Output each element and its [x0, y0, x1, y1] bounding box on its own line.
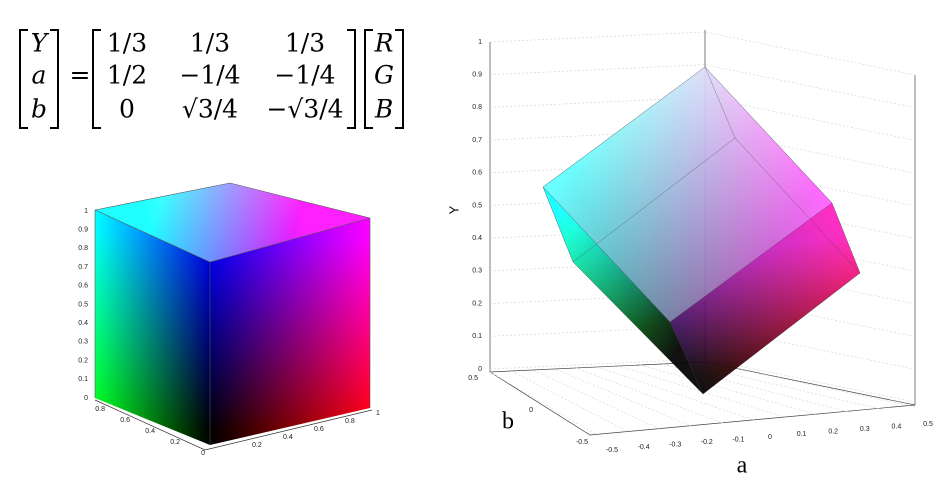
z-tick-label: 1 — [84, 208, 88, 215]
y-tick-label: 0.6 — [472, 170, 482, 177]
x-tick-label: 0.4 — [145, 428, 155, 435]
a-tick-label: 0 — [768, 434, 772, 441]
left-ticks: 0 0.1 0.2 0.3 0.4 0.5 0.6 0.7 0.8 0.9 1 0 0.2 0.4 0.6 0… — [78, 208, 380, 457]
x-tick-label: 0 — [201, 450, 205, 457]
equals: = — [70, 61, 91, 90]
front-face — [210, 218, 370, 445]
matrix-entry: 0 — [119, 95, 135, 124]
z-tick-label: 0.6 — [78, 283, 88, 290]
a-tick-label: 0.1 — [797, 431, 807, 438]
z-tick-label: 0.2 — [78, 357, 88, 364]
equation-brackets — [19, 29, 404, 129]
y-tick-label: 0.8 — [345, 418, 355, 425]
grid-line — [640, 364, 820, 416]
a-tick-label: 0.2 — [828, 429, 838, 436]
matrix-entry: 1/3 — [285, 29, 325, 58]
b-tick-label: -0.5 — [576, 439, 588, 446]
grid-line — [661, 363, 852, 413]
lhs-symbol: a — [32, 61, 47, 90]
y-tick-label: 0.2 — [252, 442, 262, 449]
y-tick-label: 0.5 — [472, 202, 482, 209]
z-tick-label: 0.9 — [78, 227, 88, 234]
y-axis-label: Y — [446, 205, 461, 214]
grid-line — [554, 368, 692, 427]
matrix-entry: 1/3 — [190, 29, 230, 58]
b-tick-label: 0.5 — [468, 375, 478, 382]
z-tick-label: 0.7 — [78, 264, 88, 271]
lhs-symbol: Y — [31, 29, 50, 58]
matrix-entry: 1/2 — [107, 61, 147, 90]
a-tick-label: -0.5 — [606, 447, 618, 454]
grid-line — [489, 371, 596, 435]
a-tick-label: -0.4 — [638, 444, 650, 451]
grid-line — [532, 369, 660, 429]
z-tick-label: 0.3 — [78, 339, 88, 346]
z-tick-label: 0 — [84, 395, 88, 402]
right-ticks: 00.10.20.30.40.50.60.70.80.910.50-0.5-0.… — [468, 39, 933, 454]
b-tick-label: 0 — [529, 407, 533, 414]
matrix-entry: 1/3 — [107, 29, 147, 58]
y-tick-label: 0.8 — [472, 104, 482, 111]
rhs-symbol: G — [374, 61, 394, 90]
right-cube — [542, 66, 861, 395]
x-tick-label: 0.6 — [120, 417, 130, 424]
left-cube — [94, 182, 373, 451]
y-tick-label: 1 — [478, 39, 482, 46]
rhs-symbol: B — [374, 95, 393, 124]
left-face — [95, 210, 210, 445]
b-axis-label: b — [502, 409, 514, 435]
top-face — [95, 183, 370, 262]
y-tick-label: 0.3 — [472, 268, 482, 275]
matrix-entry: −1/4 — [179, 61, 240, 90]
cube-face-b — [670, 203, 860, 394]
a-tick-label: 0.5 — [923, 421, 933, 428]
z-tick-label: 0.5 — [78, 301, 88, 308]
y-tick-label: 0 — [478, 366, 482, 373]
grid-line — [511, 370, 628, 432]
y-tick-label: 1 — [376, 410, 380, 417]
matrix-entry: √3/4 — [182, 95, 238, 124]
y-tick-label: 0.1 — [472, 333, 482, 340]
cube-face-a — [543, 67, 832, 322]
a-tick-label: -0.3 — [669, 442, 681, 449]
z-tick-label: 0.8 — [78, 245, 88, 252]
y-tick-label: 0.6 — [314, 426, 324, 433]
y-tick-label: 0.4 — [283, 434, 293, 441]
equation: Yab RGB 1/3 1/3 1/3 1/2 −1/4 −1/4 0 √3/4 −√3/4 — [31, 29, 394, 124]
z-tick-label: 0.1 — [78, 376, 88, 383]
a-axis-label: a — [737, 453, 748, 479]
matrix-entry: −√3/4 — [266, 95, 343, 124]
y-tick-label: 0.4 — [472, 235, 482, 242]
grid-line — [618, 365, 788, 419]
rhs-symbol: R — [374, 29, 394, 58]
matrix-entry: −1/4 — [274, 61, 335, 90]
x-tick-label: 0.2 — [170, 439, 180, 446]
x-tick-label: 0.8 — [95, 406, 105, 413]
a-tick-label: 0.3 — [860, 426, 870, 433]
y-tick-label: 0.9 — [472, 72, 482, 79]
a-tick-label: -0.1 — [732, 436, 744, 443]
lhs-symbol: b — [31, 95, 47, 124]
y-tick-label: 0.2 — [472, 300, 482, 307]
a-tick-label: -0.2 — [701, 439, 713, 446]
a-tick-label: 0.4 — [892, 423, 902, 430]
cube-face-c — [543, 187, 703, 394]
z-tick-label: 0.4 — [78, 320, 88, 327]
y-tick-label: 0.7 — [472, 137, 482, 144]
